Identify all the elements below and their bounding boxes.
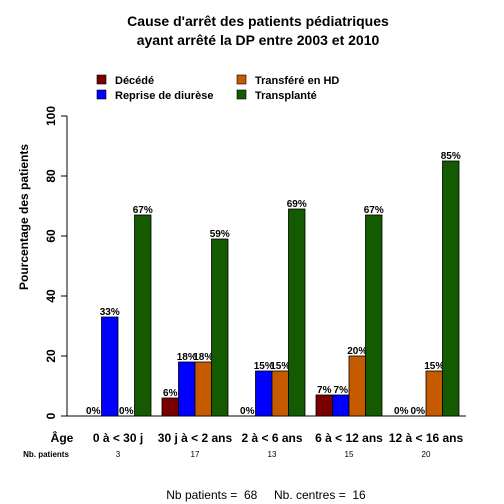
bar-value-label: 67% <box>133 205 153 216</box>
bar-transf-r-en-hd <box>425 370 443 417</box>
legend-label: Transplanté <box>255 90 317 102</box>
bar-transplant- <box>211 238 229 417</box>
legend-swatch <box>236 89 247 100</box>
footer-counts: Nb patients = 68 Nb. centres = 16 <box>166 488 366 502</box>
patients-count: 13 <box>268 450 277 459</box>
category-label: 6 à < 12 ans <box>315 431 383 445</box>
patients-count: 20 <box>422 450 431 459</box>
bar-value-label: 0% <box>240 406 255 417</box>
legend-swatch <box>96 74 107 85</box>
bar-transplant- <box>134 214 152 417</box>
category-label: 12 à < 16 ans <box>389 431 464 445</box>
y-tick-label: 80 <box>44 169 58 183</box>
y-tick-label: 40 <box>44 289 58 303</box>
bar-transf-r-en-hd <box>194 361 212 417</box>
patients-count: 17 <box>191 450 200 459</box>
patients-count: 3 <box>116 450 121 459</box>
bar-reprise-de-diur-se <box>178 361 196 417</box>
bar-value-label: 59% <box>210 229 230 240</box>
bar-reprise-de-diur-se <box>101 316 119 417</box>
bar-value-label: 0% <box>394 406 409 417</box>
legend-swatch <box>96 89 107 100</box>
y-tick-label: 0 <box>44 412 58 419</box>
bar-value-label: 6% <box>163 388 178 399</box>
bar-value-label: 69% <box>287 199 307 210</box>
patients-row-label: Nb. patients <box>23 450 69 459</box>
bar-value-label: 15% <box>270 361 290 372</box>
y-tick-label: 100 <box>44 106 58 126</box>
bar-transf-r-en-hd <box>271 370 289 417</box>
bar-value-label: 15% <box>254 361 274 372</box>
legend-swatch <box>236 74 247 85</box>
chart-title-line-1: Cause d'arrêt des patients pédiatriques <box>127 13 389 29</box>
bar-transplant- <box>365 214 383 417</box>
age-row-label: Âge <box>51 430 74 445</box>
bar-value-label: 7% <box>334 385 349 396</box>
bar-value-label: 18% <box>177 352 197 363</box>
legend: Décédé Reprise de diurèse Transféré en HD T… <box>96 74 339 102</box>
category-label: 30 j à < 2 ans <box>158 431 233 445</box>
chart-title-line-2: ayant arrêté la DP entre 2003 et 2010 <box>137 32 380 48</box>
bar-d-c-d- <box>161 397 179 417</box>
bar-reprise-de-diur-se <box>332 394 350 417</box>
bar-value-label: 67% <box>364 205 384 216</box>
bar-value-label: 15% <box>424 361 444 372</box>
bar-value-label: 20% <box>347 346 367 357</box>
bar-reprise-de-diur-se <box>255 370 273 417</box>
bar-value-label: 18% <box>193 352 213 363</box>
category-label: 0 à < 30 j <box>93 431 143 445</box>
bar-transplant- <box>442 160 460 417</box>
bar-d-c-d- <box>315 394 333 417</box>
legend-label: Décédé <box>115 75 154 87</box>
bar-value-label: 0% <box>86 406 101 417</box>
category-label: 2 à < 6 ans <box>241 431 302 445</box>
bar-value-label: 0% <box>411 406 426 417</box>
bar-transplant- <box>288 208 306 417</box>
patients-count: 15 <box>345 450 354 459</box>
bar-value-label: 33% <box>100 307 120 318</box>
bar-value-label: 0% <box>119 406 134 417</box>
plot-area: 0 20 40 60 80 100 0% 33% 0% 67% 0 à < 30 j 3 6% 18%18… <box>44 106 466 459</box>
y-tick-label: 60 <box>44 229 58 243</box>
bar-value-label: 7% <box>317 385 332 396</box>
bar-transf-r-en-hd <box>348 355 366 417</box>
legend-label: Transféré en HD <box>255 75 339 87</box>
y-tick-label: 20 <box>44 349 58 363</box>
y-axis-label: Pourcentage des patients <box>17 144 31 290</box>
bar-value-label: 85% <box>441 151 461 162</box>
legend-label: Reprise de diurèse <box>115 90 213 102</box>
